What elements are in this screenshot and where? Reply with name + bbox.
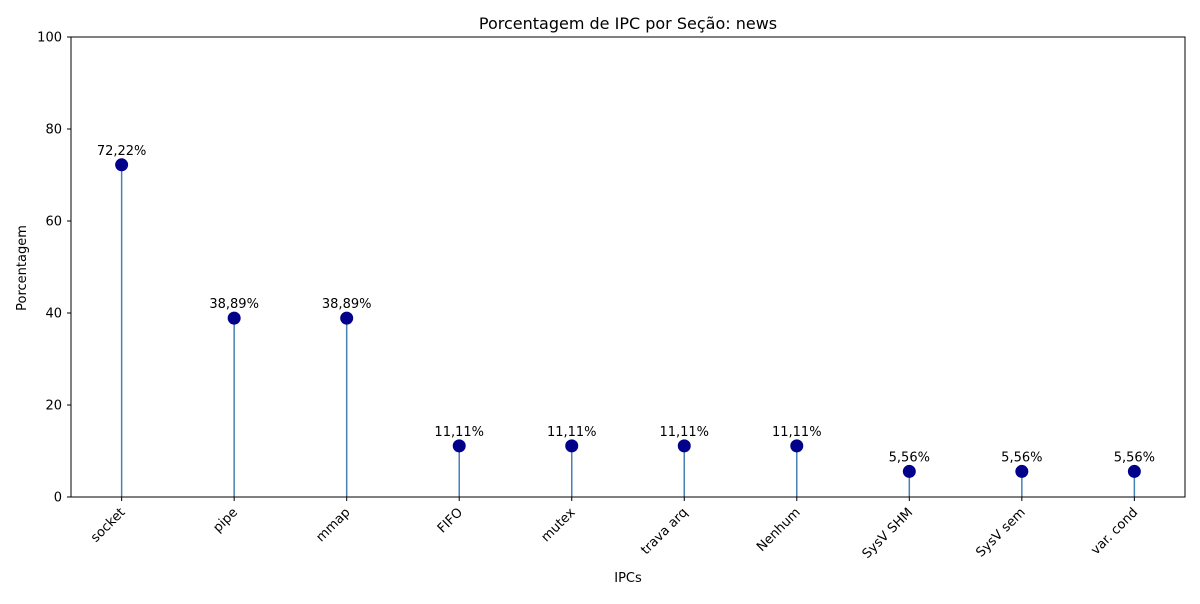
data-label-0: 72,22% <box>97 144 147 159</box>
y-tick-label-2: 40 <box>45 307 62 322</box>
y-tick-label-3: 60 <box>45 215 62 230</box>
y-tick-label-4: 80 <box>45 123 62 138</box>
marker-9 <box>1127 464 1141 478</box>
x-tick-label-7: SysV SHM <box>860 505 917 562</box>
marker-2 <box>340 311 354 325</box>
data-labels-layer: 72,22% 38,89% 38,89% 11,11% 11,11% 11,11% 11,1… <box>97 144 1155 466</box>
markers-layer <box>115 158 1141 478</box>
x-tick-label-0: socket <box>88 505 128 545</box>
x-tick-label-9: var. cond <box>1088 505 1141 558</box>
marker-3 <box>452 439 466 453</box>
x-tick-label-6: Nenhum <box>754 505 804 555</box>
plot-frame <box>70 36 1186 498</box>
x-tick-label-1: pipe <box>210 505 240 535</box>
y-axis-label: Porcentagem <box>15 225 30 311</box>
chart-title: Porcentagem de IPC por Seção: news <box>479 14 777 33</box>
data-label-7: 5,56% <box>889 450 930 465</box>
y-ticks-layer: 0 20 40 60 80 100 <box>37 31 71 506</box>
y-tick-label-5: 100 <box>37 31 62 46</box>
data-label-5: 11,11% <box>659 425 709 440</box>
x-axis-label: IPCs <box>614 571 642 586</box>
marker-1 <box>227 311 241 325</box>
data-label-3: 11,11% <box>434 425 484 440</box>
y-tick-label-1: 20 <box>45 399 62 414</box>
data-label-6: 11,11% <box>772 425 822 440</box>
x-tick-label-8: SysV sem <box>973 505 1028 560</box>
x-tick-label-3: FIFO <box>435 505 466 536</box>
marker-8 <box>1015 464 1029 478</box>
data-label-2: 38,89% <box>322 297 372 312</box>
x-tick-label-4: mutex <box>539 505 579 545</box>
x-tick-label-5: trava arq <box>638 505 691 558</box>
marker-5 <box>677 439 691 453</box>
data-label-8: 5,56% <box>1001 450 1042 465</box>
y-tick-label-0: 0 <box>54 491 62 506</box>
marker-0 <box>115 158 129 172</box>
x-ticks-layer: socket pipe mmap FIFO mutex trava arq Nenhum Sy… <box>88 497 1141 562</box>
marker-7 <box>902 464 916 478</box>
data-label-4: 11,11% <box>547 425 597 440</box>
marker-6 <box>790 439 804 453</box>
stems-layer <box>120 164 1136 497</box>
data-label-9: 5,56% <box>1114 450 1155 465</box>
x-tick-label-2: mmap <box>314 505 354 545</box>
marker-4 <box>565 439 579 453</box>
data-label-1: 38,89% <box>209 297 259 312</box>
